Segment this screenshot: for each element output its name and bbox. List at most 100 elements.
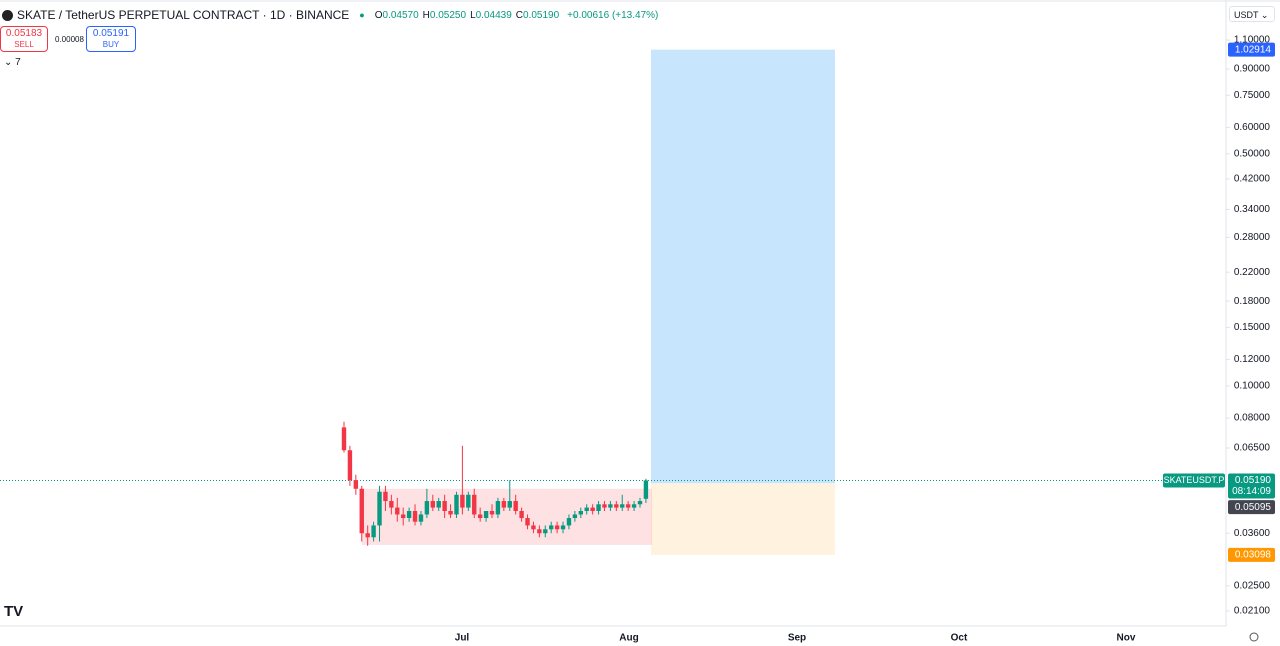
candle-body — [436, 501, 441, 508]
symbol-tag: SKATEUSDT.P — [1164, 475, 1225, 485]
candle-body — [477, 514, 483, 519]
x-tick-label: Oct — [951, 633, 968, 644]
sell-price: 0.05183 — [5, 28, 43, 39]
y-tick-label: 0.08000 — [1234, 413, 1271, 424]
candle-body — [371, 525, 376, 538]
candle-body — [602, 504, 607, 508]
candle-body — [412, 510, 418, 522]
profit-zone — [651, 49, 835, 484]
candle-body — [643, 480, 649, 499]
stop-label-bg — [1228, 547, 1275, 562]
y-tick-label: 0.75000 — [1234, 90, 1271, 101]
entry-label-bg — [1228, 500, 1275, 515]
y-tick-label: 0.10000 — [1234, 381, 1271, 392]
candle-body — [620, 504, 625, 508]
candle-body — [454, 494, 459, 515]
candle-body — [590, 507, 595, 511]
x-tick-label: Nov — [1117, 633, 1136, 644]
x-tick-label: Jul — [455, 633, 470, 644]
target-label-bg — [1228, 42, 1275, 57]
candle-body — [554, 525, 560, 530]
candle-body — [424, 501, 430, 515]
y-tick-label: 0.42000 — [1234, 174, 1271, 185]
sell-label: SELL — [14, 40, 34, 49]
settings-icon[interactable] — [1249, 632, 1259, 642]
candle-body — [525, 518, 530, 526]
sell-button[interactable]: 0.05183 SELL — [0, 26, 48, 52]
buy-price: 0.05191 — [92, 28, 130, 39]
candle-body — [472, 494, 477, 515]
candle-body — [549, 525, 554, 530]
ohlc: O0.04570 H0.05250 L0.04439 C0.05190 — [375, 10, 563, 21]
buy-button[interactable]: 0.05191 BUY — [86, 26, 136, 52]
y-tick-label: 1.10000 — [1234, 35, 1271, 46]
ohlc-item: H0.05250 — [423, 10, 466, 21]
ohlc-key: O — [374, 9, 383, 21]
y-tick-label: 0.18000 — [1234, 296, 1271, 307]
ohlc-key: C — [515, 9, 524, 21]
candle-body — [377, 491, 382, 526]
candle-body — [566, 518, 572, 526]
change: +0.00616 (+13.47%) — [567, 9, 659, 21]
candle-body — [442, 501, 447, 511]
y-tick-label: 0.60000 — [1234, 122, 1271, 133]
candle-body — [483, 510, 489, 519]
loss-zone — [651, 483, 835, 555]
ohlc-item: L0.04439 — [470, 10, 512, 21]
candle-body — [341, 427, 347, 451]
y-tick-label: 0.90000 — [1234, 64, 1271, 75]
candle-body — [448, 510, 453, 515]
currency-select[interactable]: USDT ⌄ — [1229, 6, 1275, 22]
ohlc-key: H — [422, 9, 430, 21]
ohlc-value: 0.04439 — [475, 9, 512, 21]
candle-body — [359, 488, 364, 534]
last-price-label: 0.05190 — [1235, 475, 1272, 486]
header: SKATE / TetherUS PERPETUAL CONTRACT · 1D… — [2, 8, 658, 22]
candle-body — [395, 507, 400, 515]
candle-body — [625, 504, 631, 508]
candle-body — [631, 504, 637, 508]
candle-body — [614, 504, 619, 508]
candle-body — [489, 510, 495, 515]
candle-body — [519, 510, 524, 519]
candle-body — [531, 525, 536, 530]
candle-body — [513, 501, 518, 511]
candle-body — [608, 504, 613, 508]
ohlc-value: 0.04570 — [382, 9, 419, 21]
candle-body — [466, 494, 471, 508]
symbol-tag-bg — [1163, 473, 1225, 488]
candle-body — [406, 510, 412, 519]
ohlc-item: O0.04570 — [375, 10, 419, 21]
entry-label: 0.05095 — [1235, 502, 1272, 513]
candle-body — [460, 494, 465, 508]
candle-body — [572, 514, 578, 519]
countdown: 08:14:09 — [1232, 486, 1271, 497]
y-tick-label: 0.28000 — [1234, 232, 1271, 243]
y-tick-label: 0.12000 — [1234, 354, 1271, 365]
candle-body — [543, 529, 548, 534]
symbol-icon — [2, 9, 13, 21]
ohlc-value: 0.05190 — [523, 9, 560, 21]
target-label: 1.02914 — [1235, 44, 1272, 55]
symbol-title[interactable]: SKATE / TetherUS PERPETUAL CONTRACT · 1D… — [17, 8, 350, 22]
candle-body — [353, 480, 359, 489]
spread: 0.00008 — [55, 35, 84, 44]
y-tick-label: 0.06500 — [1234, 443, 1271, 454]
candle-body — [578, 510, 583, 515]
y-tick-label: 0.02500 — [1234, 580, 1271, 591]
candle-body — [596, 504, 601, 511]
candle-body — [347, 450, 353, 481]
stop-label: 0.03098 — [1235, 550, 1272, 561]
y-tick-label: 0.22000 — [1234, 267, 1271, 278]
last-price-bg — [1228, 473, 1275, 499]
indicators-toggle[interactable]: ⌄ 7 — [4, 57, 21, 68]
candle-body — [584, 507, 589, 511]
status-dot: ● — [359, 10, 365, 20]
y-tick-label: 0.50000 — [1234, 148, 1271, 159]
x-tick-label: Sep — [788, 633, 806, 644]
candle-body — [383, 491, 388, 502]
candle-body — [495, 501, 501, 515]
y-tick-label: 0.34000 — [1234, 204, 1271, 215]
